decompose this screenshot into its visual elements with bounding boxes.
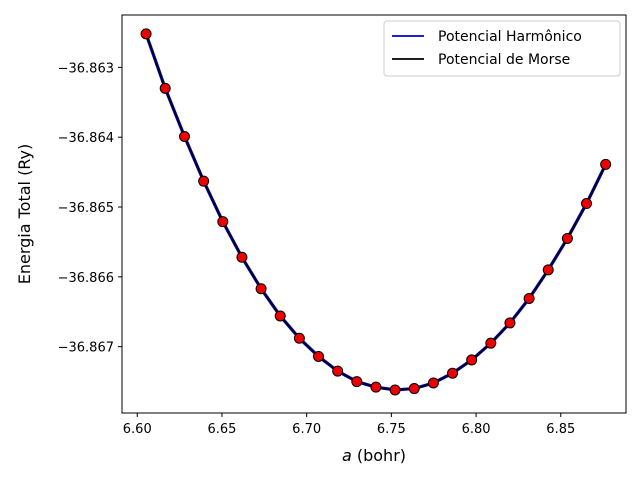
x-axis-label-unit: (bohr) (352, 446, 406, 465)
x-tick-label: 6.65 (207, 422, 236, 437)
y-axis-ticks: −36.863 −36.864 −36.865 −36.866 −36.867 (58, 61, 122, 356)
data-point (313, 350, 325, 362)
data-point (255, 283, 267, 295)
data-point (389, 384, 401, 396)
data-point (274, 310, 286, 322)
x-axis-label: a (bohr) (342, 446, 406, 465)
x-tick-label: 6.60 (123, 422, 152, 437)
data-point (217, 216, 229, 228)
data-point (427, 377, 439, 389)
data-point (600, 158, 612, 170)
data-point (351, 376, 363, 388)
x-axis-ticks: 6.60 6.65 6.70 6.75 6.80 6.85 (123, 413, 575, 437)
data-point (485, 337, 497, 349)
plot-area (122, 15, 626, 413)
y-tick-label: −36.867 (58, 341, 114, 356)
x-tick-label: 6.70 (292, 422, 321, 437)
data-point (370, 381, 382, 393)
data-markers (140, 28, 612, 396)
data-point (293, 332, 305, 344)
data-point (159, 82, 171, 94)
legend-box (383, 20, 621, 77)
y-tick-label: −36.866 (58, 271, 114, 286)
x-axis-label-var: a (342, 446, 352, 465)
data-point (236, 251, 248, 263)
legend: Potencial Harmônico Potencial de Morse (383, 20, 621, 77)
x-tick-label: 6.85 (546, 422, 575, 437)
data-point (523, 292, 535, 304)
data-point (198, 175, 210, 187)
data-point (542, 264, 554, 276)
data-point (179, 130, 191, 142)
x-tick-label: 6.80 (462, 422, 491, 437)
plot-frame (121, 14, 627, 414)
data-point (504, 317, 516, 329)
data-point (408, 383, 420, 395)
y-tick-label: −36.864 (58, 131, 114, 146)
y-axis-label: Energia Total (Ry) (15, 144, 34, 285)
data-point (140, 28, 152, 40)
y-tick-label: −36.863 (58, 61, 114, 76)
data-point (561, 232, 573, 244)
x-tick-label: 6.75 (377, 422, 406, 437)
data-point (332, 365, 344, 377)
y-tick-label: −36.865 (58, 201, 114, 216)
legend-label-morse: Potencial de Morse (438, 52, 570, 68)
data-point (581, 198, 593, 210)
data-point (466, 354, 478, 366)
data-point (447, 367, 459, 379)
legend-label-harmonic: Potencial Harmônico (438, 29, 582, 45)
